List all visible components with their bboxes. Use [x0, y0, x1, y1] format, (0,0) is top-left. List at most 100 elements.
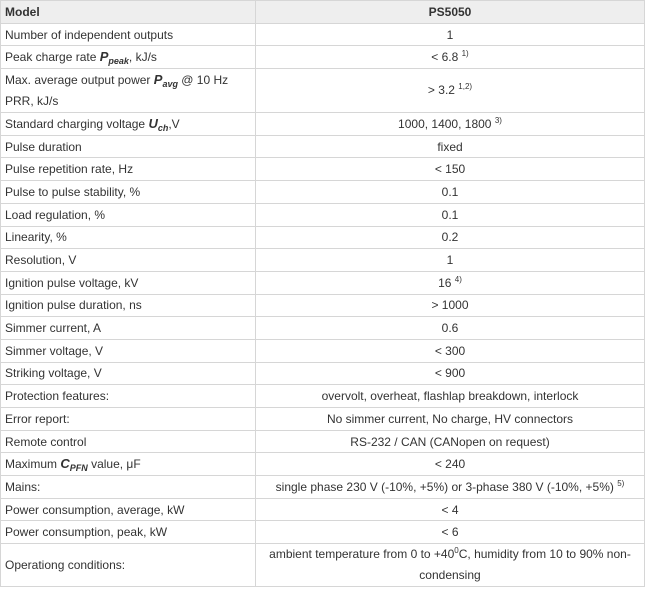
table-row: Simmer current, A 0.6: [0, 316, 645, 340]
symbol: P: [153, 72, 163, 88]
degree-superscript: 0: [454, 546, 459, 556]
value-text: < 300: [434, 343, 466, 358]
value-text: No simmer current, No charge, HV connect…: [326, 411, 574, 426]
spec-value: 0.1: [255, 202, 645, 227]
table-row: Linearity, % 0.2: [0, 225, 645, 250]
label-text: Standard charging voltage: [5, 116, 149, 131]
spec-value: overvolt, overheat, flashlap breakdown, …: [255, 384, 645, 408]
symbol-subscript: peak: [108, 56, 129, 67]
value-text: < 4: [441, 502, 459, 517]
label-text: , kJ/s: [128, 50, 157, 65]
value-text: RS-232 / CAN (CANopen on request): [350, 434, 550, 449]
spec-label: Pulse duration: [0, 134, 256, 159]
value-text: 1: [446, 27, 454, 42]
spec-label: Load regulation, %: [0, 202, 256, 227]
value-text: < 6.8: [431, 50, 462, 65]
table-row: Striking voltage, V < 900: [0, 361, 645, 386]
spec-value: 0.1: [255, 180, 645, 204]
table-row: Error report: No simmer current, No charg…: [0, 407, 645, 431]
spec-value: < 300: [255, 338, 645, 363]
spec-value: < 4: [255, 497, 645, 522]
value-text: single phase 230 V (-10%, +5%) or 3-phas…: [275, 479, 618, 494]
table-row: Standard charging voltage Uch,V 1000, 140…: [0, 112, 645, 136]
spec-value: < 240: [255, 452, 645, 477]
spec-value: ambient temperature from 0 to +400C, hum…: [255, 543, 645, 588]
table-row: Power consumption, peak, kW < 6: [0, 520, 645, 545]
spec-label: Simmer voltage, V: [0, 338, 256, 363]
table-row: Load regulation, % 0.1: [0, 202, 645, 227]
table-row: Simmer voltage, V < 300: [0, 338, 645, 363]
spec-value: fixed: [255, 134, 645, 159]
spec-label: Maximum CPFN value, μF: [0, 452, 256, 477]
spec-value: < 900: [255, 361, 645, 386]
spec-label: Max. average output power Pavg @ 10 Hz P…: [0, 68, 256, 114]
table-row: Power consumption, average, kW < 4: [0, 497, 645, 522]
spec-label: Simmer current, A: [0, 316, 256, 340]
spec-label: Ignition pulse voltage, kV: [0, 270, 256, 295]
table-row: Max. average output power Pavg @ 10 Hz P…: [0, 68, 645, 114]
value-text: 16: [438, 275, 455, 290]
table-row: Resolution, V 1: [0, 248, 645, 272]
spec-value: > 3.2 1,2): [255, 68, 645, 114]
footnote-ref: 1): [461, 49, 469, 59]
spec-value: > 1000: [255, 293, 645, 318]
table-row: Maximum CPFN value, μF < 240: [0, 452, 645, 477]
table-row: Pulse to pulse stability, % 0.1: [0, 180, 645, 204]
spec-label: Number of independent outputs: [0, 22, 256, 47]
spec-value: < 150: [255, 157, 645, 182]
value-text: C, humidity from 10 to 90% non-condensin…: [419, 547, 631, 583]
spec-value: 16 4): [255, 270, 645, 295]
spec-label: Mains:: [0, 475, 256, 499]
footnote-ref: 3): [494, 115, 502, 125]
table-row: Ignition pulse duration, ns > 1000: [0, 293, 645, 318]
symbol-subscript: PFN: [69, 463, 88, 474]
value-text: < 6: [441, 525, 459, 540]
spec-value: No simmer current, No charge, HV connect…: [255, 407, 645, 431]
symbol: P: [99, 49, 109, 65]
spec-value: < 6.8 1): [255, 45, 645, 70]
table-row: Remote control RS-232 / CAN (CANopen on r…: [0, 429, 645, 454]
value-text: > 1000: [431, 298, 469, 313]
spec-label: Remote control: [0, 429, 256, 454]
spec-label: Power consumption, average, kW: [0, 497, 256, 522]
value-text: ambient temperature from 0 to +40: [269, 547, 455, 562]
table-row: Protection features: overvolt, overheat, …: [0, 384, 645, 408]
spec-value: 0.6: [255, 316, 645, 340]
table-row: Mains: single phase 230 V (-10%, +5%) or …: [0, 475, 645, 499]
spec-value: 1: [255, 22, 645, 47]
table-row: Pulse repetition rate, Hz < 150: [0, 157, 645, 182]
header-label: Model: [0, 0, 256, 24]
spec-label: Striking voltage, V: [0, 361, 256, 386]
value-text: 1: [446, 253, 454, 268]
spec-label: Operationg conditions:: [0, 543, 256, 588]
value-text: > 3.2: [427, 83, 459, 98]
value-text: 0.1: [441, 184, 459, 199]
spec-label: Pulse to pulse stability, %: [0, 180, 256, 204]
spec-label: Power consumption, peak, kW: [0, 520, 256, 545]
label-text: Maximum: [5, 457, 61, 472]
spec-label: Pulse repetition rate, Hz: [0, 157, 256, 182]
spec-value: RS-232 / CAN (CANopen on request): [255, 429, 645, 454]
value-text: 0.6: [441, 321, 459, 336]
label-text: Max. average output power: [5, 73, 154, 88]
label-text: @ 10 Hz PRR, kJ/s: [5, 73, 229, 109]
symbol: C: [60, 456, 70, 472]
table-row: Ignition pulse voltage, kV 16 4): [0, 270, 645, 295]
table-row: Pulse duration fixed: [0, 134, 645, 159]
spec-value: < 6: [255, 520, 645, 545]
label-text: Peak charge rate: [5, 50, 100, 65]
value-text: 0.2: [441, 230, 459, 245]
spec-label: Linearity, %: [0, 225, 256, 250]
value-text: < 150: [434, 162, 466, 177]
label-text: ,V: [168, 116, 180, 131]
value-text: overvolt, overheat, flashlap breakdown, …: [321, 389, 579, 404]
spec-label: Peak charge rate Ppeak, kJ/s: [0, 45, 256, 70]
spec-label: Standard charging voltage Uch,V: [0, 112, 256, 136]
label-text: value, μF: [87, 457, 141, 472]
spec-value: 0.2: [255, 225, 645, 250]
spec-label: Error report:: [0, 407, 256, 431]
symbol-subscript: avg: [162, 79, 178, 90]
value-text: fixed: [437, 139, 463, 154]
value-text: < 240: [434, 457, 466, 472]
